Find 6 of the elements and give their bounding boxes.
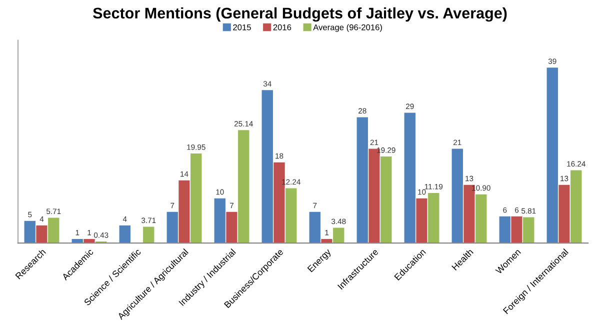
bar (142, 226, 155, 244)
chart-title: Sector Mentions (General Budgets of Jaitley vs. Average) (93, 7, 507, 22)
bar (118, 224, 132, 244)
legend-label: 2016 (273, 24, 292, 30)
legend-label: 2015 (233, 24, 251, 30)
legend-label: Average (96-2016) (313, 24, 382, 32)
